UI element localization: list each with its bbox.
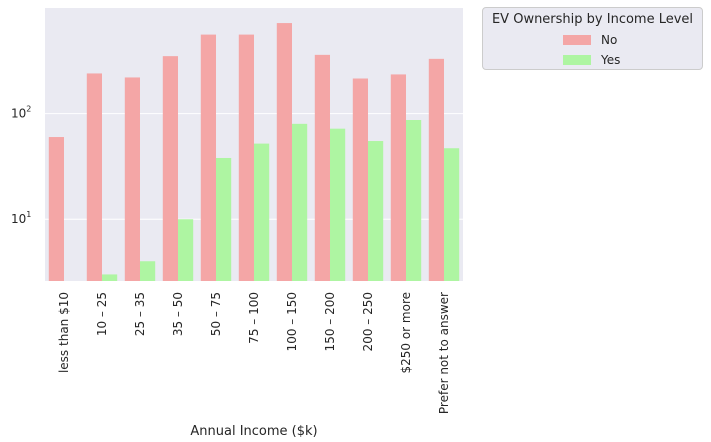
bar-no: [276, 23, 292, 281]
legend-label-no: No: [601, 33, 618, 47]
bar-no: [124, 77, 140, 281]
legend-swatch-yes: [563, 55, 591, 65]
x-tick-label: 25 – 35: [133, 292, 147, 336]
legend-label-yes: Yes: [601, 53, 621, 67]
y-axis: 101 102: [11, 105, 31, 227]
x-tick-label: 100 – 150: [285, 292, 299, 351]
bar-yes: [368, 141, 384, 281]
x-tick-label: 35 – 50: [171, 292, 185, 336]
y-tick-label: 101: [11, 210, 31, 226]
x-tick-label: Prefer not to answer: [437, 292, 451, 414]
x-tick-label: $250 or more: [399, 292, 413, 374]
y-tick-label: 102: [11, 105, 31, 121]
x-axis: less than $10 10 – 25 25 – 35 35 – 50 50 – 7…: [57, 292, 451, 414]
bar-yes: [216, 157, 232, 281]
legend-item-no: No: [563, 32, 617, 48]
bar-yes: [254, 143, 270, 281]
x-tick-label: 200 – 250: [361, 292, 375, 351]
bar-no: [200, 34, 216, 281]
x-tick-label: less than $10: [57, 292, 71, 373]
bar-no: [314, 54, 330, 281]
bar-yes: [102, 274, 118, 281]
x-tick-label: 75 – 100: [247, 292, 261, 344]
bar-no: [162, 56, 178, 282]
bar-yes: [292, 123, 308, 282]
bar-no: [48, 137, 64, 281]
x-axis-label: Annual Income ($k): [190, 424, 317, 439]
x-tick-label: 50 – 75: [209, 292, 223, 336]
bar-yes: [330, 128, 346, 281]
bar-no: [238, 34, 254, 281]
bar-yes: [406, 119, 422, 282]
bar-yes: [178, 219, 194, 281]
bar-no: [428, 58, 444, 281]
x-tick-label: 150 – 200: [323, 292, 337, 351]
legend-title: EV Ownership by Income Level: [491, 12, 694, 27]
bar-yes: [444, 148, 460, 281]
bar-no: [352, 78, 368, 281]
bar-no: [86, 73, 102, 281]
legend: EV Ownership by Income Level No Yes: [482, 7, 703, 70]
x-tick-label: 10 – 25: [95, 292, 109, 336]
bar-no: [390, 74, 406, 282]
legend-swatch-no: [563, 35, 591, 45]
bar-yes: [140, 261, 156, 281]
legend-item-yes: Yes: [563, 52, 620, 68]
bars: [48, 23, 460, 282]
